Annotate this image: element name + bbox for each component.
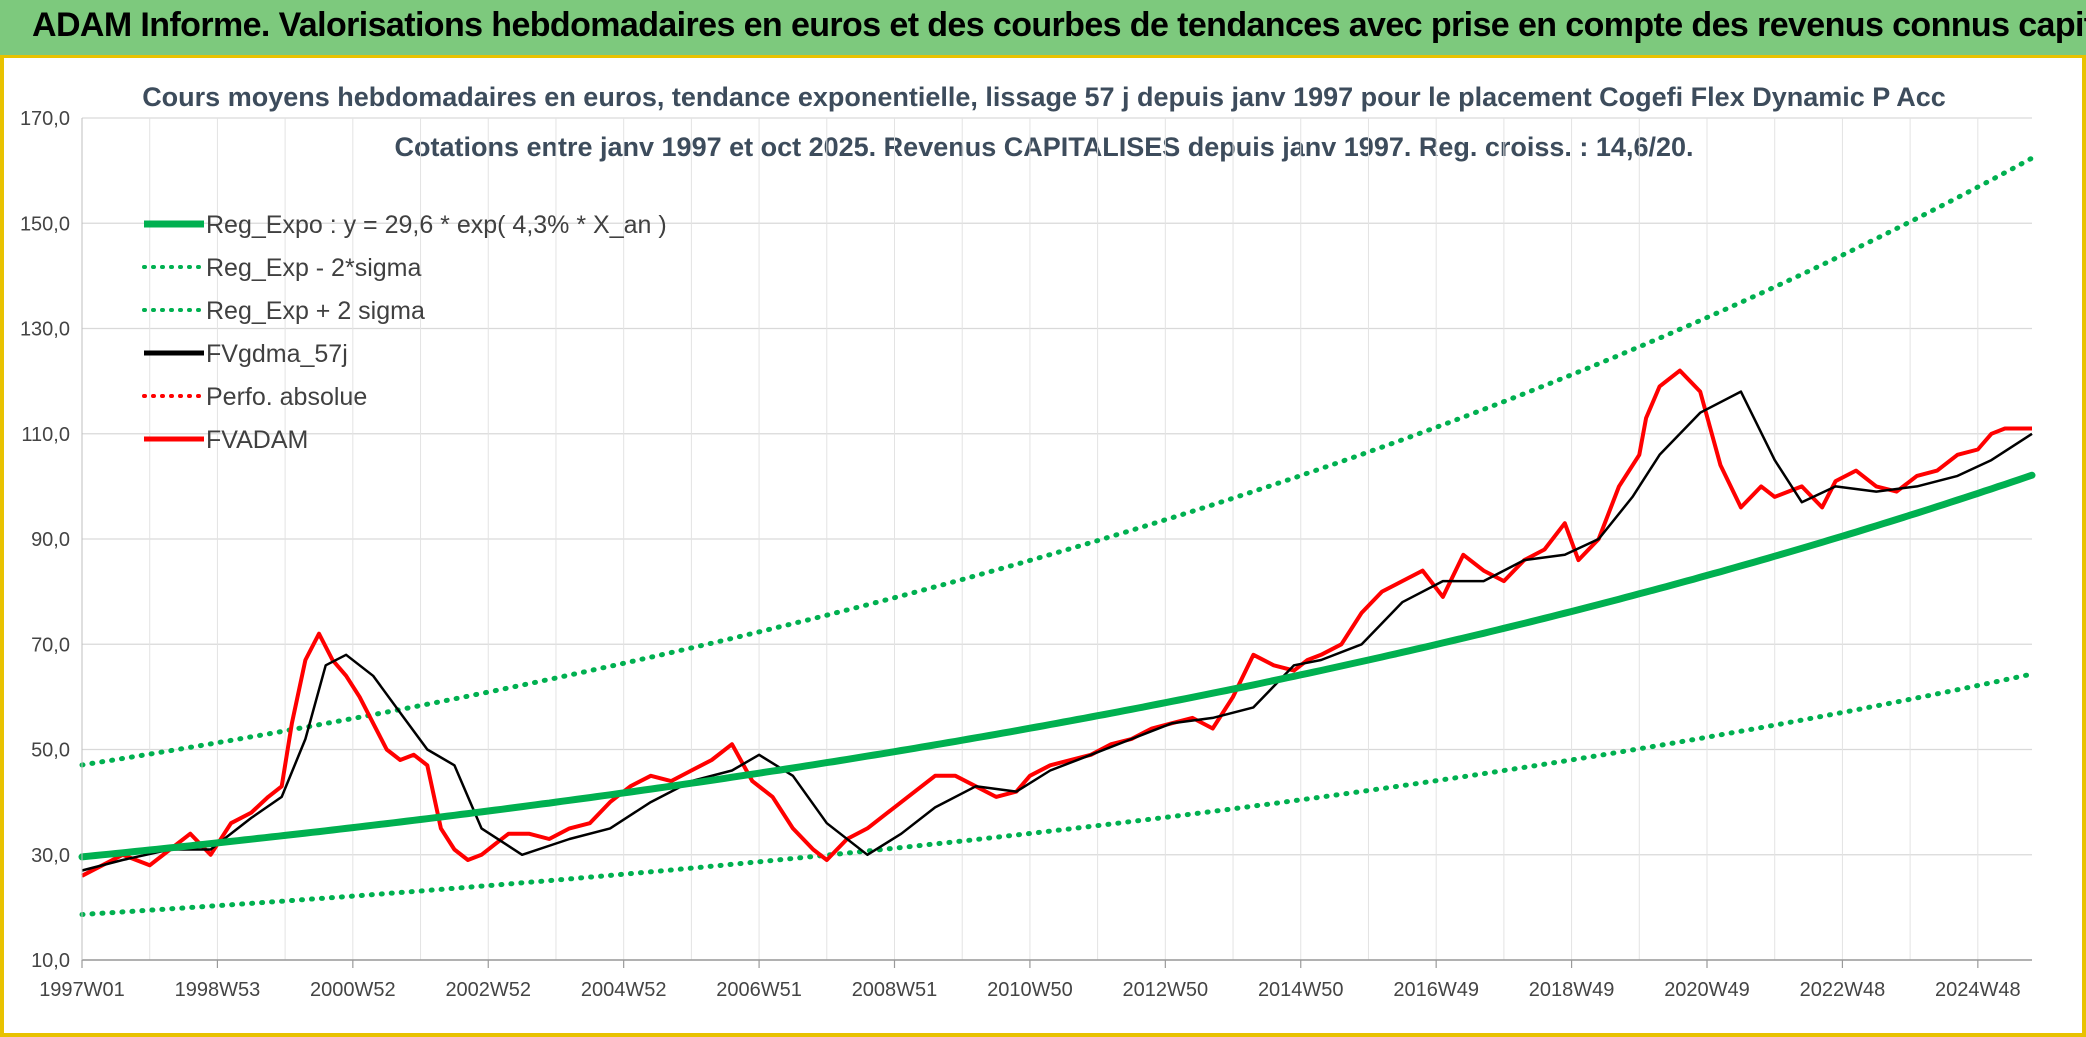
legend-label: Reg_Exp - 2*sigma bbox=[206, 254, 421, 282]
y-tick-label: 130,0 bbox=[20, 319, 70, 341]
chart-title: Cours moyens hebdomadaires en euros, ten… bbox=[142, 82, 1946, 112]
legend-item: FVADAM bbox=[144, 426, 308, 454]
y-tick-label: 10,0 bbox=[31, 950, 70, 972]
chart: Cours moyens hebdomadaires en euros, ten… bbox=[20, 82, 2036, 1001]
legend-item: Reg_Exp - 2*sigma bbox=[142, 254, 421, 282]
chart-subtitle: Cotations entre janv 1997 et oct 2025. R… bbox=[394, 132, 1693, 162]
x-tick-label: 2014W50 bbox=[1258, 979, 1344, 1001]
y-tick-label: 30,0 bbox=[31, 845, 70, 867]
x-tick-label: 2016W49 bbox=[1393, 979, 1479, 1001]
x-tick-label: 2002W52 bbox=[445, 979, 531, 1001]
legend-item: Reg_Expo : y = 29,6 * exp( 4,3% * X_an ) bbox=[144, 211, 667, 239]
legend-label: Reg_Exp + 2 sigma bbox=[206, 297, 425, 325]
y-tick-label: 50,0 bbox=[31, 740, 70, 762]
y-tick-label: 90,0 bbox=[31, 529, 70, 551]
x-tick-label: 2024W48 bbox=[1935, 979, 2021, 1001]
legend-label: Perfo. absolue bbox=[206, 383, 367, 411]
series-reg-expo bbox=[78, 471, 2036, 861]
x-tick-label: 1998W53 bbox=[175, 979, 261, 1001]
y-tick-label: 170,0 bbox=[20, 108, 70, 130]
series-fvadam bbox=[81, 368, 2032, 878]
legend-label: Reg_Expo : y = 29,6 * exp( 4,3% * X_an ) bbox=[206, 211, 667, 239]
x-tick-label: 2018W49 bbox=[1529, 979, 1615, 1001]
x-tick-label: 2010W50 bbox=[987, 979, 1073, 1001]
y-tick-label: 110,0 bbox=[21, 424, 70, 446]
legend-label: FVADAM bbox=[206, 426, 308, 454]
series-layer bbox=[78, 155, 2036, 917]
report-banner: ADAM Informe. Valorisations hebdomadaire… bbox=[0, 0, 2086, 58]
legend: Reg_Expo : y = 29,6 * exp( 4,3% * X_an )… bbox=[142, 211, 667, 454]
chart-frame: Cours moyens hebdomadaires en euros, ten… bbox=[0, 58, 2086, 1037]
x-tick-label: 2008W51 bbox=[852, 979, 938, 1001]
axes: 10,0 30,0 50,0 70,0 90,0 110,0 130,0 150,0 170,0… bbox=[20, 108, 2032, 1001]
series-reg-exp-plus-2sigma bbox=[79, 155, 2035, 768]
y-tick-label: 70,0 bbox=[31, 634, 70, 656]
x-tick-label: 2012W50 bbox=[1123, 979, 1209, 1001]
legend-label: FVgdma_57j bbox=[206, 340, 348, 368]
x-tick-label: 2020W49 bbox=[1664, 979, 1750, 1001]
legend-item: Perfo. absolue bbox=[142, 383, 367, 411]
series-reg-exp-minus-2sigma bbox=[79, 671, 2035, 917]
legend-item: Reg_Exp + 2 sigma bbox=[142, 297, 425, 325]
report-title: ADAM Informe. Valorisations hebdomadaire… bbox=[32, 6, 2086, 44]
series-fvgdma-57j bbox=[81, 390, 2033, 872]
x-tick-label: 2006W51 bbox=[716, 979, 802, 1001]
legend-item: FVgdma_57j bbox=[144, 340, 348, 368]
x-tick-label: 1997W01 bbox=[39, 979, 125, 1001]
x-tick-label: 2022W48 bbox=[1800, 979, 1886, 1001]
grid bbox=[81, 117, 2032, 961]
y-tick-label: 150,0 bbox=[20, 213, 70, 235]
x-tick-label: 2000W52 bbox=[310, 979, 396, 1001]
x-tick-label: 2004W52 bbox=[581, 979, 667, 1001]
